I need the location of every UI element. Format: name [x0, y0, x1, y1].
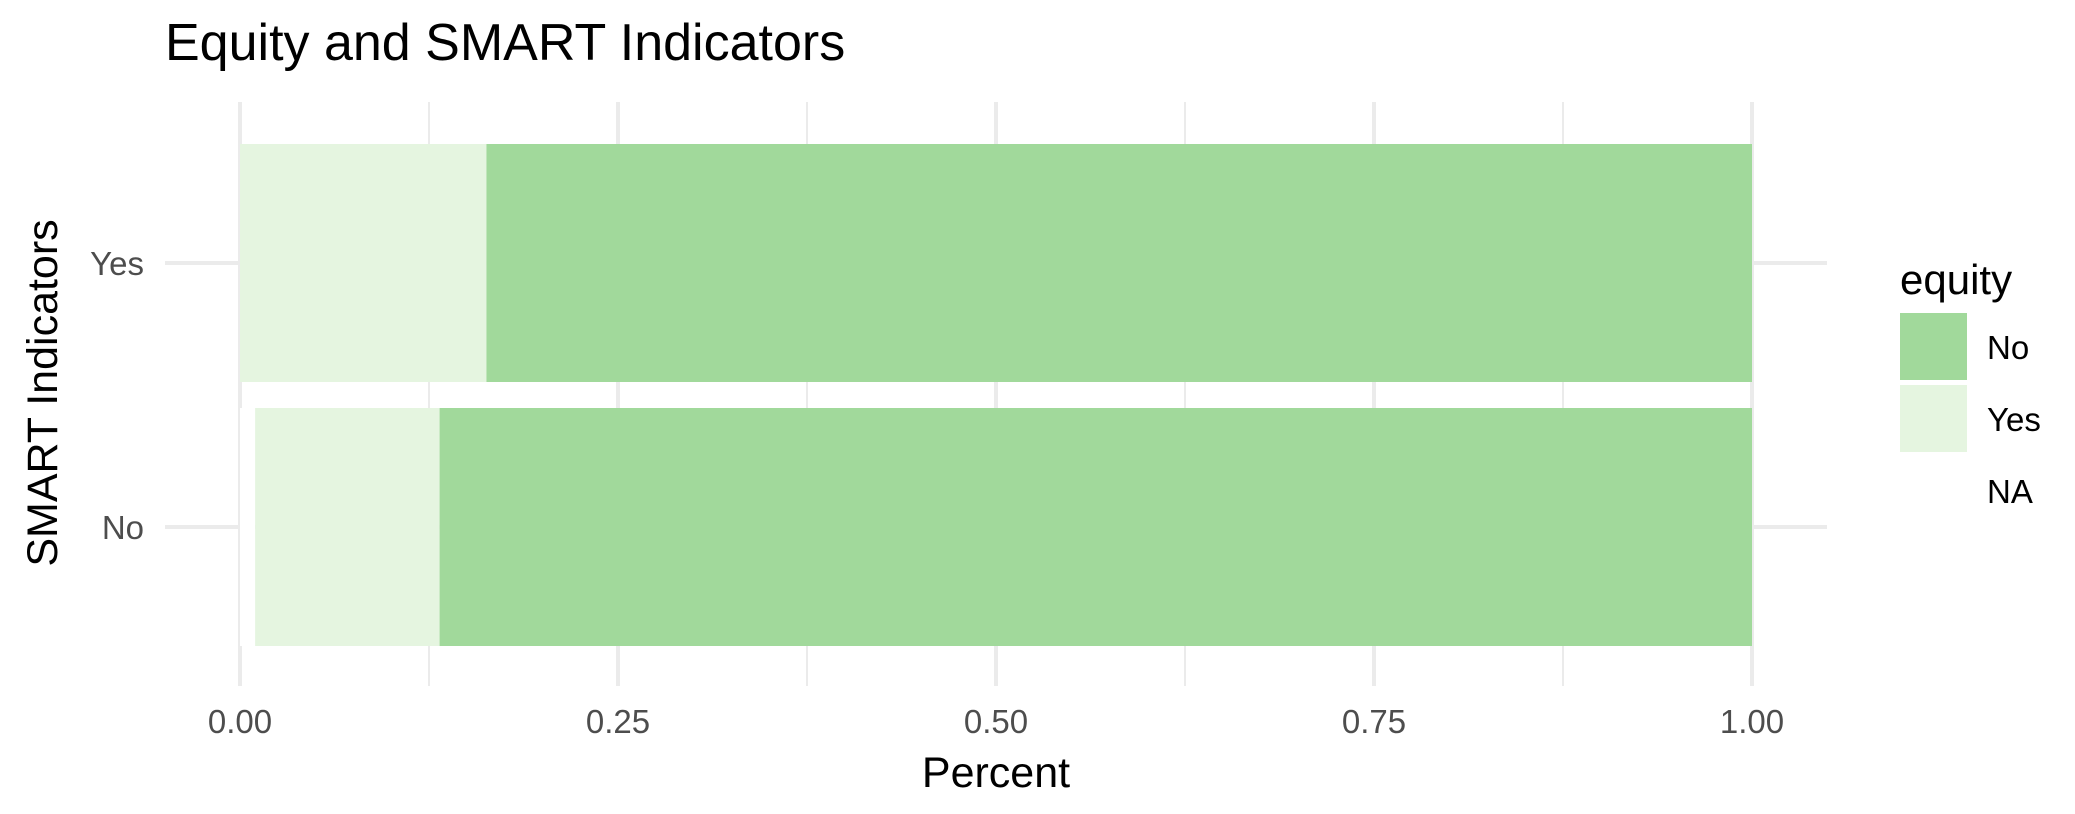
bar-no-no: [439, 408, 1753, 646]
x-tick-label: 0.25: [586, 703, 650, 740]
y-tick-label: No: [102, 509, 144, 546]
x-tick-label: 0.75: [1342, 703, 1406, 740]
legend-label-no: No: [1987, 329, 2029, 366]
legend-label-yes: Yes: [1987, 401, 2041, 438]
x-tick-label: 0.50: [964, 703, 1028, 740]
x-axis-title: Percent: [922, 749, 1070, 797]
legend-key-no: [1900, 313, 1967, 380]
x-tick-label: 1.00: [1720, 703, 1784, 740]
y-tick-labels: Yes No: [90, 245, 144, 546]
y-axis-title: SMART Indicators: [19, 219, 67, 566]
x-tick-labels: 0.00 0.25 0.50 0.75 1.00: [208, 703, 1784, 740]
legend-key-yes: [1900, 385, 1967, 452]
bar-no-na: [240, 408, 256, 646]
legend-key-na: [1900, 457, 1967, 524]
legend-title: equity: [1900, 256, 2012, 303]
bar-no-yes: [255, 408, 440, 646]
bar-yes-yes: [240, 144, 487, 382]
bar-layer: [240, 144, 1753, 646]
y-tick-label: Yes: [90, 245, 144, 282]
bar-yes-no: [486, 144, 1752, 382]
legend: equity No Yes NA: [1900, 256, 2041, 524]
chart-title: Equity and SMART Indicators: [165, 14, 845, 72]
legend-label-na: NA: [1987, 473, 2033, 510]
x-tick-label: 0.00: [208, 703, 272, 740]
